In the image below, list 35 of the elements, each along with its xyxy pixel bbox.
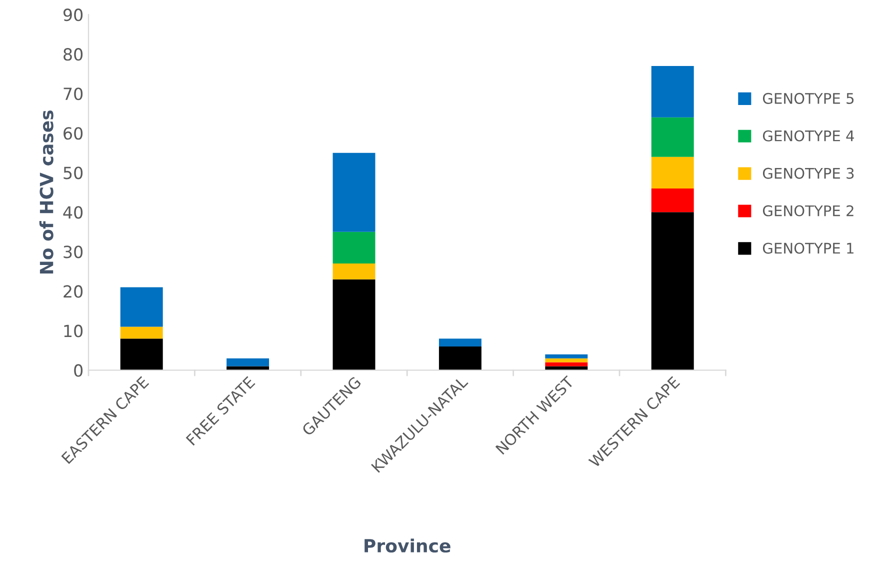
legend-label: GENOTYPE 5: [762, 92, 854, 104]
bar: [651, 156, 694, 188]
bar: [332, 232, 376, 264]
bar: [120, 287, 163, 327]
y-tick-label: 50: [64, 166, 83, 180]
legend-label: GENOTYPE 3: [762, 168, 854, 179]
bar: [651, 212, 694, 370]
bar: [438, 346, 482, 370]
y-tick-label: 40: [63, 206, 83, 219]
y-tick-label: 90: [63, 8, 83, 22]
bar: [332, 279, 376, 370]
y-axis-title: No of HCV cases: [39, 110, 54, 274]
bar: [332, 152, 376, 232]
bar: [438, 338, 482, 346]
bar: [651, 188, 694, 212]
bar: [545, 358, 588, 362]
y-tick-label: 80: [64, 48, 83, 61]
bar: [545, 362, 588, 366]
bar: [332, 264, 376, 280]
y-tick-label: 60: [64, 127, 83, 140]
x-axis-title: Province: [364, 538, 450, 553]
y-tick-label: 30: [64, 246, 83, 258]
y-tick-label: 20: [64, 285, 83, 298]
bar: [545, 354, 588, 358]
legend-label: GENOTYPE 4: [762, 130, 854, 142]
y-tick-label: 10: [64, 324, 83, 338]
bar: [651, 117, 694, 157]
legend-label: GENOTYPE 1: [762, 242, 854, 254]
bar: [120, 338, 163, 370]
y-tick-label: 70: [64, 88, 83, 100]
y-tick-label: 0: [74, 364, 83, 377]
bar: [120, 326, 163, 339]
bar: [226, 358, 270, 366]
legend-label: GENOTYPE 2: [762, 205, 854, 216]
bar: [651, 66, 694, 118]
